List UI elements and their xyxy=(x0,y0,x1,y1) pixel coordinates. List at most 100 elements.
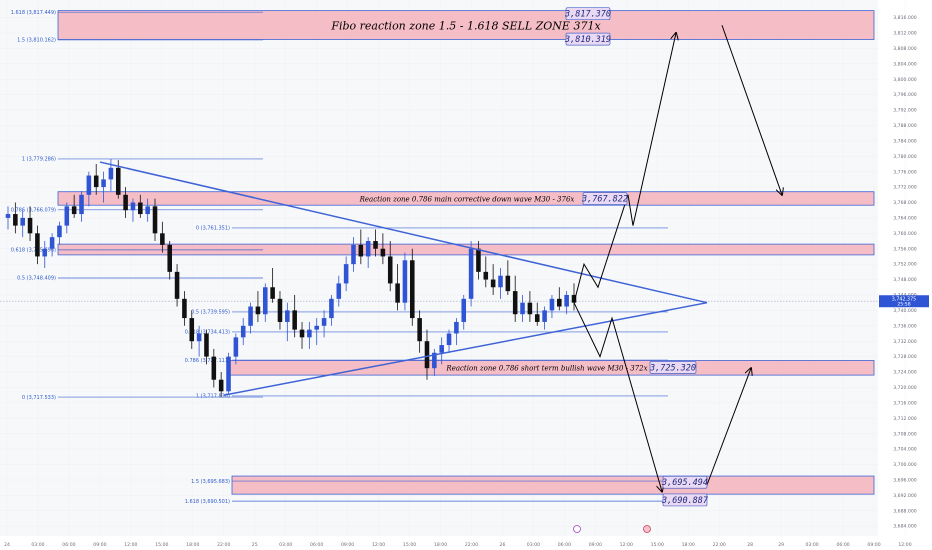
candle-body xyxy=(27,217,33,234)
price-box-value: 3,725.320 xyxy=(649,363,696,373)
corrective-zone-price: 3,767.822 xyxy=(581,192,628,205)
price-tick-label: 3,732.000 xyxy=(893,339,916,345)
price-tick-label: 3,708.000 xyxy=(893,431,916,437)
time-axis-background xyxy=(0,536,932,550)
candle-body xyxy=(490,279,496,288)
fib-label: 0 (3,717.533) xyxy=(22,395,56,401)
time-tick-label: 03:00 xyxy=(279,542,292,548)
candle-body xyxy=(505,275,511,292)
event-marker-icon xyxy=(573,525,581,533)
candle-body xyxy=(182,298,187,319)
price-tick-label: 3,716.000 xyxy=(893,400,916,406)
time-tick-label: 29 xyxy=(778,542,784,548)
time-tick-label: 12:00 xyxy=(898,542,911,548)
time-tick-label: 09:00 xyxy=(589,542,602,548)
candle-body xyxy=(387,256,393,284)
candle-body xyxy=(167,244,172,272)
price-tick-label: 3,692.000 xyxy=(893,493,916,499)
price-tick-label: 3,696.000 xyxy=(893,478,916,484)
fib-label: 0.5 (3,748.409) xyxy=(17,276,56,282)
fib-label: 1.5 (3,810.162) xyxy=(17,38,56,44)
rebound-arrow xyxy=(705,368,751,488)
price-tick-label: 3,808.000 xyxy=(893,46,916,52)
price-tick-label: 3,704.000 xyxy=(893,447,916,453)
price-tick-label: 3,816.000 xyxy=(893,15,916,21)
candle-body xyxy=(512,291,518,315)
time-tick-label: 22:00 xyxy=(465,542,478,548)
candle-body xyxy=(454,321,459,334)
retrace-arrow xyxy=(721,25,782,195)
reaction-zone xyxy=(57,191,875,206)
fib-levels: 1.618 (3,817.449) 1.5 (3,810.162) 1 (3,779… xyxy=(11,10,668,505)
price-box-value: 3,767.822 xyxy=(581,195,628,205)
candle-body xyxy=(520,302,525,315)
time-tick-label: 09:00 xyxy=(341,542,354,548)
candle-body xyxy=(351,244,356,265)
candle-body xyxy=(57,225,62,238)
time-tick-label: 22:00 xyxy=(713,542,726,548)
time-tick-label: 03:00 xyxy=(527,542,540,548)
price-box-value: 3,810.319 xyxy=(564,35,611,45)
markers xyxy=(573,525,651,533)
price-box xyxy=(565,32,611,46)
price-tick-label: 3,740.000 xyxy=(893,308,916,314)
candle-body xyxy=(314,325,320,330)
price-box xyxy=(649,361,697,374)
bullish-zone-price: 3,725.320 xyxy=(649,361,697,374)
zone-labels: Fibo reaction zone 1.5 - 1.618 SELL ZONE… xyxy=(330,7,709,507)
candle-body xyxy=(5,214,11,218)
price-tick-label: 3,748.000 xyxy=(893,277,916,283)
candle-body xyxy=(64,206,70,226)
time-tick-label: 28 xyxy=(747,542,753,548)
lower-zone-bottom-price: 3,690.887 xyxy=(661,493,709,507)
sell-zone-top-price: 3,817.370 xyxy=(564,7,611,21)
price-tick-label: 3,728.000 xyxy=(893,354,916,360)
time-tick-label: 18:00 xyxy=(434,542,447,548)
candle-body xyxy=(446,333,452,346)
time-tick-label: 15:00 xyxy=(651,542,664,548)
price-tick-label: 3,796.000 xyxy=(893,92,916,98)
triangle-lower-line xyxy=(223,301,708,396)
candle-body xyxy=(255,306,261,315)
time-tick-label: 18:00 xyxy=(682,542,695,548)
price-tick-label: 3,688.000 xyxy=(893,508,916,514)
price-tick-label: 3,752.000 xyxy=(893,262,916,268)
candles xyxy=(5,158,577,398)
candle-body xyxy=(329,298,334,319)
price-tick-label: 3,724.000 xyxy=(893,370,916,376)
time-tick-label: 12:00 xyxy=(372,542,385,548)
price-tick-label: 3,720.000 xyxy=(893,385,916,391)
price-tick-label: 3,756.000 xyxy=(893,246,916,252)
candle-body xyxy=(417,318,422,342)
candle-body xyxy=(534,314,540,322)
time-tick-label: 12:00 xyxy=(124,542,137,548)
candle-body xyxy=(248,306,253,326)
time-tick-label: 06:00 xyxy=(836,542,849,548)
candle-body xyxy=(307,329,312,338)
time-tick-label: 15:00 xyxy=(155,542,168,548)
candle-body xyxy=(108,167,114,180)
price-tick-label: 3,784.000 xyxy=(893,138,916,144)
time-tick-label: 06:00 xyxy=(62,542,75,548)
time-tick-label: 18:00 xyxy=(186,542,199,548)
candle-body xyxy=(233,337,239,357)
candle-body xyxy=(299,329,305,338)
candle-body xyxy=(336,283,342,299)
fib-label: 1.618 (3,817.449) xyxy=(11,10,56,16)
candle-body xyxy=(226,356,231,392)
candle-body xyxy=(343,264,349,284)
fib-label: 1.5 (3,695.683) xyxy=(191,479,230,485)
candle-body xyxy=(204,333,209,357)
time-tick-label: 25 xyxy=(252,542,258,548)
lower-zone-top-price: 3,695.494 xyxy=(661,475,708,489)
candle-body xyxy=(211,356,217,380)
candle-body xyxy=(549,298,555,311)
bullish-path-arrow xyxy=(573,33,676,303)
triangle-pattern xyxy=(99,161,708,396)
candle-body xyxy=(130,202,136,211)
price-tick-label: 3,780.000 xyxy=(893,154,916,160)
price-tick-label: 3,788.000 xyxy=(893,123,916,129)
fib-label: 1.618 (3,690.501) xyxy=(185,499,230,505)
fib-label: 0 (3,761.351) xyxy=(196,226,230,232)
